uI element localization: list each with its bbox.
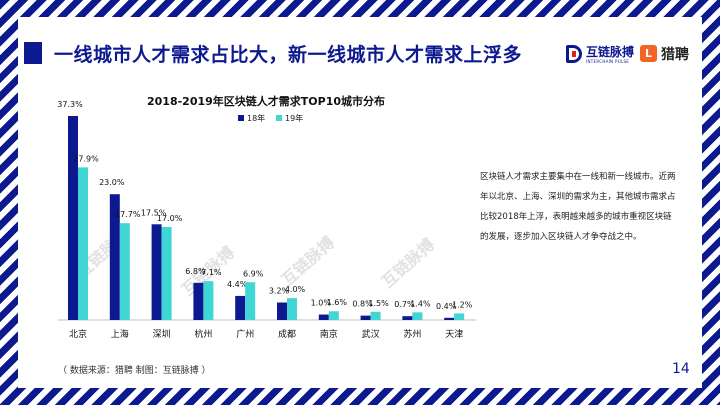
bar — [245, 282, 256, 320]
bar — [235, 295, 246, 320]
data-label: 23.0% — [99, 178, 125, 187]
bar — [412, 312, 423, 320]
legend-label: 19年 — [285, 113, 303, 123]
category-label: 深圳 — [153, 329, 171, 340]
legend-swatch — [238, 115, 244, 121]
data-label: 37.3% — [57, 100, 83, 109]
category-label: 广州 — [236, 328, 254, 340]
data-label: 1.4% — [410, 299, 431, 308]
data-label: 1.5% — [368, 299, 389, 308]
data-label: 0.4% — [436, 302, 457, 311]
bar — [370, 311, 381, 320]
data-label: 4.0% — [285, 285, 306, 294]
data-label: 17.5% — [141, 208, 167, 217]
chart-description: 区块链人才需求主要集中在一线和新一线城市。近两年以北京、上海、深圳的需求为主，其… — [480, 172, 676, 242]
chart-title: 2018-2019年区块链人才需求TOP10城市分布 — [147, 94, 385, 108]
bar — [402, 316, 413, 320]
interchain-pulse-logo-name: 互链脉搏 — [586, 45, 635, 59]
title-accent-bar — [24, 42, 42, 64]
bar — [119, 223, 130, 320]
data-label: 1.6% — [327, 298, 348, 307]
interchain-pulse-logo-subtitle: INTERCHAIN PULSE — [586, 59, 630, 64]
bar — [203, 281, 214, 320]
legend-swatch — [276, 115, 282, 121]
data-label: 1.2% — [452, 300, 473, 309]
page-number: 14 — [672, 361, 690, 377]
liepin-logo: L 猎聘 — [640, 44, 700, 64]
interchain-pulse-logo: 互链脉搏 INTERCHAIN PULSE — [566, 43, 635, 69]
category-label: 成都 — [278, 328, 296, 340]
data-label: 17.0% — [157, 214, 183, 223]
data-label: 27.9% — [73, 154, 99, 163]
bar — [161, 227, 172, 320]
page-title: 一线城市人才需求占比大，新一线城市人才需求上浮多 — [54, 44, 523, 66]
data-label: 6.8% — [185, 267, 206, 276]
category-label: 上海 — [111, 328, 129, 340]
data-label: 7.1% — [201, 268, 222, 277]
bar — [287, 298, 297, 320]
slide-panel — [18, 17, 702, 388]
bar — [151, 224, 162, 320]
bar — [318, 314, 329, 320]
bar — [193, 282, 204, 320]
data-label: 0.7% — [394, 300, 415, 309]
bar — [444, 317, 455, 320]
bar — [78, 167, 88, 320]
bar — [68, 116, 78, 320]
liepin-logo-icon: L — [640, 45, 657, 62]
data-label: 0.8% — [352, 300, 373, 309]
data-source-note: （ 数据来源：猎聘 制图：互链脉搏 ） — [58, 366, 211, 376]
data-label: 17.7% — [115, 210, 141, 219]
data-label: 1.0% — [311, 299, 332, 308]
category-label: 北京 — [69, 328, 87, 340]
legend-label: 18年 — [247, 113, 265, 123]
bar — [454, 313, 465, 320]
bar — [360, 315, 371, 320]
bar — [277, 302, 287, 320]
category-label: 杭州 — [194, 328, 212, 340]
category-label: 武汉 — [362, 328, 380, 340]
data-label: 4.4% — [227, 280, 248, 289]
data-label: 6.9% — [243, 269, 264, 278]
category-label: 天津 — [445, 329, 463, 340]
bar — [109, 194, 120, 320]
data-label: 3.2% — [269, 286, 290, 295]
category-label: 苏州 — [403, 328, 421, 340]
interchain-pulse-logo-icon — [566, 45, 582, 63]
liepin-logo-name: 猎聘 — [661, 47, 689, 63]
bar — [328, 311, 339, 320]
category-label: 南京 — [320, 328, 338, 340]
